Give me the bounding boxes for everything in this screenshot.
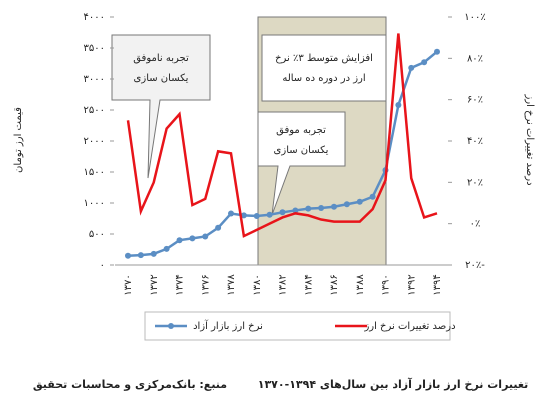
x-tick-label: ۱۳۸۲: [278, 274, 289, 295]
x-tick-label: ۱۳۸۶: [329, 274, 340, 295]
point: [343, 201, 350, 208]
x-tick-label: ۱۳۷۰: [123, 274, 134, 295]
legend-box: [144, 311, 451, 341]
y2-tick-label: ۱۰۰٪: [464, 12, 485, 23]
x-tick-label: ۱۳۸۴: [303, 274, 314, 295]
annotation: تجربه موفق: [276, 125, 326, 136]
point: [163, 245, 170, 252]
y-tick-label: ۳۰۰۰: [84, 74, 105, 85]
x-tick-label: ۱۳۹۴: [432, 274, 443, 295]
point: [125, 252, 131, 259]
y2-tick-label: ۲۰٪: [467, 177, 483, 188]
point: [331, 203, 337, 210]
legend-marker: [168, 323, 174, 329]
point: [202, 233, 209, 240]
annotation: افزایش متوسط ۳٪ نرخ: [275, 53, 373, 64]
y-tick-label: ۵۰۰: [89, 229, 105, 240]
y2-tick-label: ۸۰٪: [467, 53, 483, 64]
y-tick-label: ۳۵۰۰: [84, 43, 105, 54]
annotation: ارز در دوره ده ساله: [282, 73, 365, 84]
point: [434, 48, 440, 55]
legend-label: نرخ ارز بازار آزاد: [193, 319, 263, 332]
legend-label: درصد تغییرات نرخ ارز: [363, 321, 455, 332]
point: [266, 211, 273, 218]
point: [395, 102, 402, 109]
annotation: یکسان سازی: [134, 73, 189, 84]
point: [318, 204, 325, 211]
x-tick-label: ۱۳۷۸: [226, 274, 237, 296]
x-tick-label: ۱۳۸۰: [252, 274, 263, 295]
y-tick-label: ۴۰۰۰: [84, 12, 105, 23]
point: [176, 237, 183, 244]
point: [189, 235, 196, 242]
annotation: یکسان سازی: [274, 145, 329, 156]
callout-box: [257, 111, 346, 216]
x-tick-label: ۱۳۹۰: [381, 274, 392, 295]
y2-axis-title: درصد تغییرات نرخ ارز: [524, 93, 535, 185]
point: [356, 198, 363, 205]
point: [253, 213, 260, 220]
y2-tick-label: ۰٪: [470, 219, 481, 230]
y-tick-label: ۱۵۰۰: [84, 167, 105, 178]
x-tick-label: ۱۳۷۴: [175, 274, 186, 295]
point: [408, 64, 415, 71]
y2-tick-label: ۶۰٪: [467, 95, 483, 106]
series-line: [126, 33, 438, 238]
point: [150, 250, 157, 257]
point: [228, 210, 234, 217]
y-axis-title: قیمت ارز تومان: [13, 107, 24, 173]
point: [137, 252, 144, 259]
point: [279, 209, 286, 216]
point: [292, 207, 299, 214]
point: [215, 224, 222, 231]
callout-box: [261, 34, 387, 102]
y-tick-label: ۲۰۰۰: [84, 136, 105, 147]
y2-tick-label: -۲۰٪: [465, 260, 485, 271]
x-tick-label: ۱۳۷۲: [149, 274, 160, 295]
x-tick-label: ۱۳۹۲: [406, 274, 417, 295]
y-tick-label: ۲۵۰۰: [84, 105, 105, 116]
point: [369, 193, 376, 200]
x-tick-label: ۱۳۷۶: [200, 274, 211, 295]
chart-title: تغییرات نرخ ارز بازار آزاد بین سال‌های ۱…: [258, 377, 529, 391]
point: [305, 205, 312, 212]
point: [240, 212, 247, 219]
y-tick-label: ۰: [100, 260, 105, 271]
annotation: تجربه ناموفق: [133, 53, 189, 64]
x-tick-label: ۱۳۸۸: [355, 274, 366, 296]
source-note: منبع: بانک‌مرکزی و محاسبات تحقیق: [33, 378, 227, 391]
callout-box: [111, 34, 211, 179]
y2-tick-label: ۴۰٪: [467, 136, 483, 147]
y-tick-label: ۱۰۰۰: [84, 198, 105, 209]
point: [421, 59, 428, 66]
